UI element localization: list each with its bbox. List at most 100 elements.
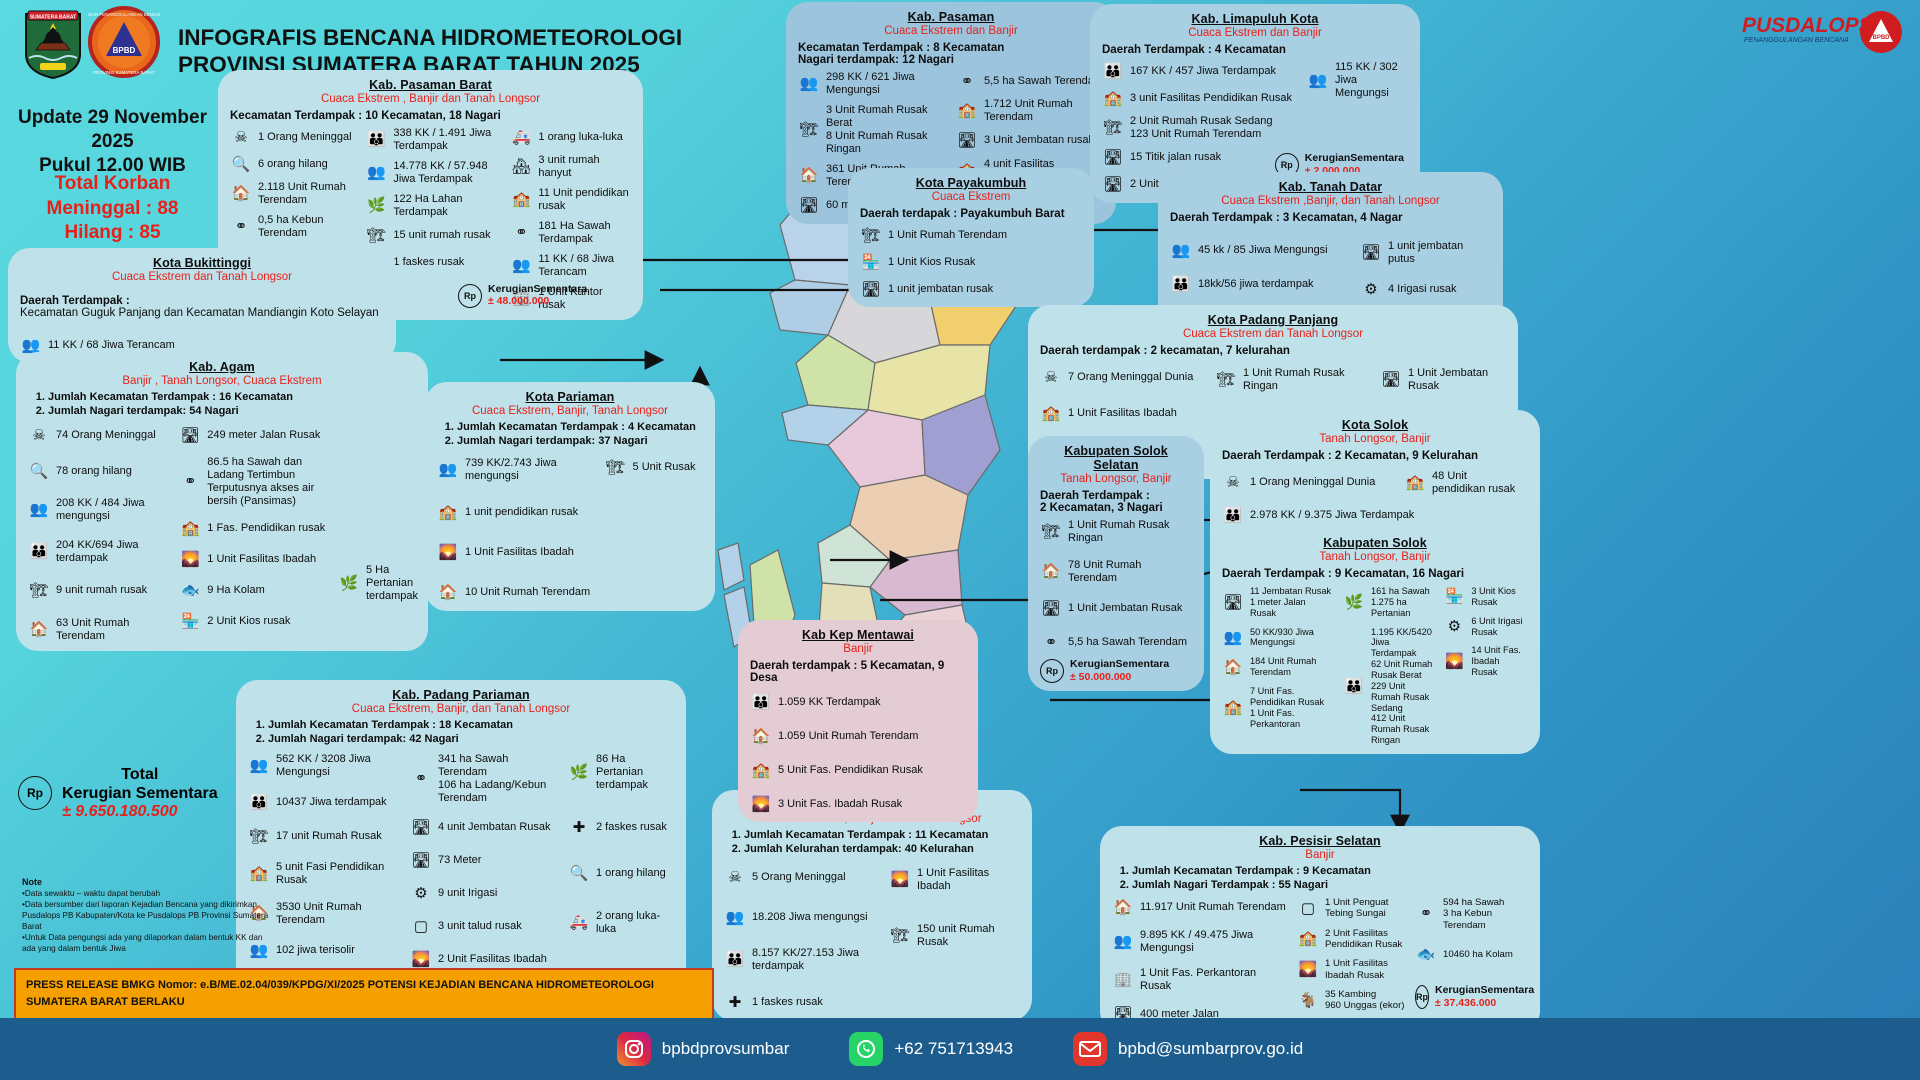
rupiah-icon: Rp (18, 776, 52, 811)
region-card-pariaman[interactable]: Kota Pariaman Cuaca Ekstrem, Banjir, Tan… (425, 382, 715, 611)
shop-icon: 🏪 (1444, 588, 1464, 606)
bpbd-logo: BPBD BADAN PENANGGULANGAN BENCANA PROVIN… (88, 6, 160, 78)
flooded-house-icon: 🏠 (1041, 563, 1061, 581)
stat-row: 🌿 86 Ha Pertanian terdampak (569, 753, 648, 791)
region-subtitle: Cuaca Ekstrem dan Tanah Longsor (1182, 328, 1364, 340)
stat-row: 🏫 1 Unit Fasilitas Ibadah (1041, 404, 1177, 422)
region-subtitle: Banjir (1305, 849, 1335, 861)
footer-contacts: bpbdprovsumbar +62 751713943 bpbd@sumbar… (0, 1018, 1920, 1080)
stat-row: 🏗 1 Unit Rumah Rusak Ringan (1041, 519, 1170, 544)
stat-row: 🏗 1 Unit Rumah Terendam (861, 226, 1008, 244)
stat-row: 🏪 1 Unit Kios Rusak (861, 253, 976, 271)
school-icon: 🏫 (1041, 404, 1061, 422)
stat-row: 🏪 2 Unit Kios rusak (180, 613, 291, 631)
region-title: Kab. Padang Pariaman (392, 688, 530, 702)
stat-row: ☠ 74 Orang Meninggal (28, 425, 169, 445)
stat-row: 👪 1.195 KK/5420 Jiwa Terdampak 62 Unit Ru… (1344, 626, 1433, 746)
health-icon: ✚ (728, 994, 742, 1012)
region-subtitle: Cuaca Ekstrem, Banjir, dan Tanah Longsor (351, 703, 571, 715)
shop-icon: 🏪 (180, 613, 200, 631)
bridge-icon: 🛣 (1041, 600, 1061, 618)
update-timestamp: Update 29 November 2025 Pukul 12.00 WIB (10, 106, 215, 177)
office-icon: 🏢 (512, 290, 531, 308)
region-header-2: Kecamatan Guguk Panjang dan Kecamatan Ma… (20, 307, 379, 319)
region-header: Daerah Terdampak : 2 Kecamatan, 9 Kelura… (1222, 450, 1479, 462)
stat-row: 🛣 3 Unit Jembatan rusak (957, 132, 1095, 150)
school-icon: 🏫 (249, 865, 269, 883)
stat-row: 👥 102 jiwa terisolir (249, 942, 355, 960)
email-icon (1073, 1032, 1108, 1066)
crowd-icon: 👥 (367, 164, 386, 182)
road-icon: 🛣 (411, 852, 431, 870)
footer-instagram[interactable]: bpbdprovsumbar (616, 1032, 789, 1066)
road-icon: 🛣 (180, 426, 200, 444)
region-subtitle: Banjir (843, 643, 873, 655)
damaged-house-icon: 🏗 (249, 828, 269, 846)
region-list: Jumlah Kecamatan Terdampak : 9 Kecamatan… (1112, 865, 1528, 891)
region-card-limapuluh-kota[interactable]: Kab. Limapuluh Kota Cuaca Ekstrem dan Ba… (1090, 4, 1420, 203)
stat-row: 🏢 1 Unit Kantor rusak (512, 285, 603, 311)
stat-row: 🏫 5 Unit Fas. Pendidikan Rusak (751, 761, 923, 779)
region-card-bukittinggi[interactable]: Kota Bukittinggi Cuaca Ekstrem dan Tanah… (8, 248, 396, 363)
loss-summary: Rp KerugianSementara± 48.000.000 (458, 283, 587, 308)
shop-icon: 🏪 (861, 253, 881, 271)
stat-row: 🚑 1 orang luka-luka (512, 128, 623, 146)
irrigation-icon: ⚙ (414, 885, 428, 903)
whatsapp-number: +62 751713943 (894, 1039, 1014, 1058)
region-card-kabupaten-solok[interactable]: Kabupaten Solok Tanah Longsor, Banjir Da… (1210, 528, 1540, 755)
svg-text:BPBD: BPBD (113, 46, 136, 55)
road-icon: 🛣 (799, 197, 819, 215)
region-card-kota-padang[interactable]: Kota Padang Cuaca Ekstrem , Banjir dan T… (712, 790, 1032, 1021)
region-card-payakumbuh[interactable]: Kota Payakumbuh Cuaca Ekstrem Daerah ter… (848, 168, 1094, 307)
stat-row: ☠ 1 Orang Meninggal (230, 127, 355, 147)
flooded-field-icon: ⚭ (234, 218, 248, 236)
region-card-padang-pariaman[interactable]: Kab. Padang Pariaman Cuaca Ekstrem, Banj… (236, 680, 687, 1000)
stat-row: 🛣 249 meter Jalan Rusak (180, 426, 321, 444)
stat-row: 👪 10437 Jiwa terdampak (249, 794, 387, 812)
stat-row: 🛣 11 Jembatan Rusak 1 meter Jalan Rusak (1223, 586, 1332, 618)
school-icon: 🏫 (1298, 930, 1318, 948)
crowd-icon: 👥 (438, 461, 458, 479)
stat-row: 👪 18kk/56 jiwa terdampak (1171, 275, 1314, 293)
stat-row: 🏠 11.917 Unit Rumah Terendam (1113, 898, 1286, 916)
region-header: Kecamatan Terdampak : 10 Kecamatan, 18 N… (230, 110, 501, 122)
region-title: Kota Pariaman (525, 390, 615, 404)
stat-row: 👥 739 KK/2.743 Jiwa mengungsi (438, 457, 557, 482)
region-card-pasaman[interactable]: Kab. Pasaman Cuaca Ekstrem dan Banjir Ke… (786, 2, 1116, 224)
stat-row: 👥 50 KK/930 Jiwa Mengungsi (1223, 626, 1314, 648)
stat-row: 🛣 4 unit Jembatan Rusak (411, 819, 551, 837)
ribbon-icon: ☠ (1044, 368, 1058, 386)
magnifier-icon: 🔍 (29, 462, 49, 480)
crowd-icon: 👥 (1171, 241, 1191, 259)
region-card-pesisir-selatan[interactable]: Kab. Pesisir Selatan Banjir Jumlah Kecam… (1100, 826, 1540, 1033)
instagram-icon (616, 1032, 651, 1066)
region-header-2: Nagari terdampak: 12 Nagari (798, 54, 954, 66)
svg-text:SUMATERA BARAT: SUMATERA BARAT (30, 15, 76, 21)
note-line: •Data bersumber dari laporan Kejadian Be… (22, 900, 269, 932)
family-icon: 👪 (367, 131, 386, 149)
flooded-field-icon: ⚭ (1419, 905, 1433, 923)
stat-row: 🏗 5 Unit Rusak (606, 458, 696, 476)
house-swept-icon: 🏘 (511, 158, 531, 176)
region-subtitle: Tanah Longsor, Banjir (1319, 433, 1431, 445)
svg-text:PUSDALOPS: PUSDALOPS (1742, 14, 1873, 37)
stat-row: 🚑 2 orang luka-luka (569, 909, 661, 935)
stat-row: 🏗 17 unit Rumah Rusak (249, 828, 382, 846)
stat-row: 👪 8.157 KK/27.153 Jiwa terdampak (725, 947, 860, 972)
stat-row: 🔍 78 orang hilang (29, 462, 132, 480)
flooded-field-icon: ⚭ (515, 224, 528, 242)
region-card-mentawai[interactable]: Kab Kep Mentawai Banjir Daerah terdampak… (738, 620, 978, 822)
damaged-house-icon: 🏗 (29, 582, 49, 600)
region-header: Daerah terdampak : 5 Kecamatan, 9 Desa (750, 660, 945, 684)
region-card-agam[interactable]: Kab. Agam Banjir , Tanah Longsor, Cuaca … (16, 352, 428, 651)
crowd-icon: 👥 (725, 908, 745, 926)
footer-whatsapp[interactable]: +62 751713943 (849, 1032, 1013, 1066)
footer-email[interactable]: bpbd@sumbarprov.go.id (1073, 1032, 1303, 1066)
flooded-house-icon: 🏠 (29, 621, 49, 639)
stat-row: 🐟 9 Ha Kolam (180, 582, 265, 600)
note-line: •Data sewaktu – waktu dapat berubah (22, 889, 161, 899)
stat-row: 👥 208 KK / 484 Jiwa mengungsi (29, 497, 145, 522)
stat-row: 🛣 1 unit jembatan putus (1361, 240, 1464, 265)
svg-text:PROVINSI SUMATERA BARAT: PROVINSI SUMATERA BARAT (93, 70, 155, 75)
region-card-solok-selatan[interactable]: Kabupaten Solok Selatan Tanah Longsor, B… (1028, 436, 1204, 691)
